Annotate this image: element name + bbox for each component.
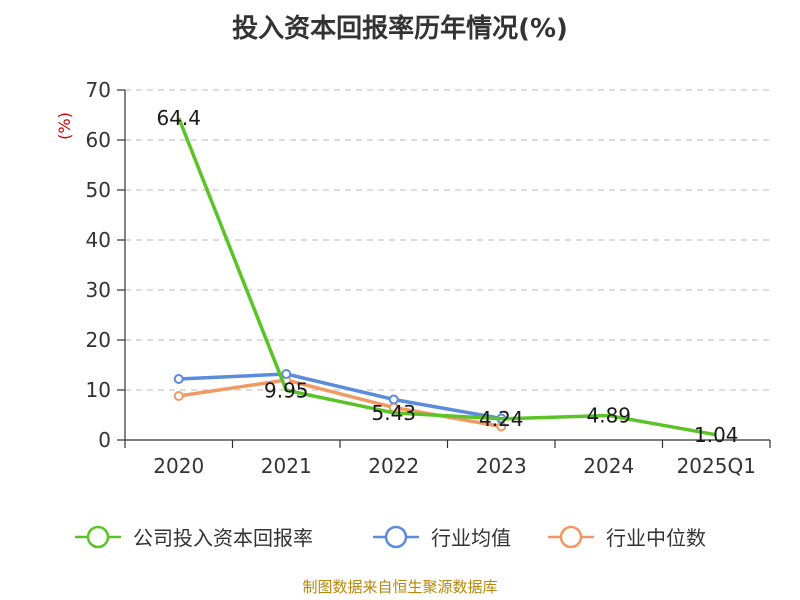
- data-source-note: 制图数据来自恒生聚源数据库: [302, 578, 498, 596]
- x-tick-label: 2025Q1: [677, 454, 756, 478]
- x-tick-label: 2021: [261, 454, 312, 478]
- data-labels: 64.4 9.95 5.43 4.24 4.89 1.04: [156, 106, 738, 447]
- y-tick-label: 20: [86, 328, 111, 352]
- legend-label: 公司投入资本回报率: [133, 526, 313, 550]
- series-line: [178, 372, 502, 421]
- chart-title: 投入资本回报率历年情况(%): [232, 14, 568, 44]
- data-point: [388, 394, 399, 405]
- legend-marker: [86, 525, 110, 549]
- data-label: 9.95: [264, 378, 309, 402]
- data-label: 5.43: [371, 401, 416, 425]
- y-tick-label: 0: [98, 428, 111, 452]
- legend: 公司投入资本回报率 行业均值 行业中位数: [75, 525, 706, 550]
- y-tick-label: 30: [86, 278, 111, 302]
- y-tick-label: 50: [86, 178, 111, 202]
- y-tick-label: 10: [86, 378, 111, 402]
- legend-label: 行业均值: [431, 526, 511, 550]
- legend-label: 行业中位数: [606, 526, 706, 550]
- data-point: [173, 374, 184, 384]
- data-label: 1.04: [694, 423, 739, 447]
- x-tick-label: 2020: [153, 454, 204, 478]
- x-tick-label: 2023: [476, 454, 527, 478]
- series-line: [177, 117, 717, 437]
- y-tick-labels: 0 10 20 30 40 50 60 70: [86, 78, 111, 452]
- x-tick-labels: 2020 2021 2022 2023 2024 2025Q1: [153, 454, 756, 478]
- grid-lines: [125, 89, 770, 391]
- y-tick-label: 70: [86, 78, 111, 102]
- x-tick-label: 2022: [368, 454, 419, 478]
- y-tick-label: 60: [86, 128, 111, 152]
- x-tick-label: 2024: [583, 454, 634, 478]
- y-axis-label: (%): [55, 112, 74, 140]
- data-label: 4.89: [586, 404, 631, 428]
- series-lines: [173, 117, 717, 437]
- data-label: 4.24: [479, 407, 524, 431]
- axes: [117, 89, 771, 448]
- data-point: [173, 391, 184, 401]
- y-tick-label: 40: [86, 228, 111, 252]
- data-label: 64.4: [156, 106, 201, 130]
- legend-marker: [384, 525, 408, 549]
- data-point: [281, 369, 292, 379]
- legend-marker: [559, 525, 583, 549]
